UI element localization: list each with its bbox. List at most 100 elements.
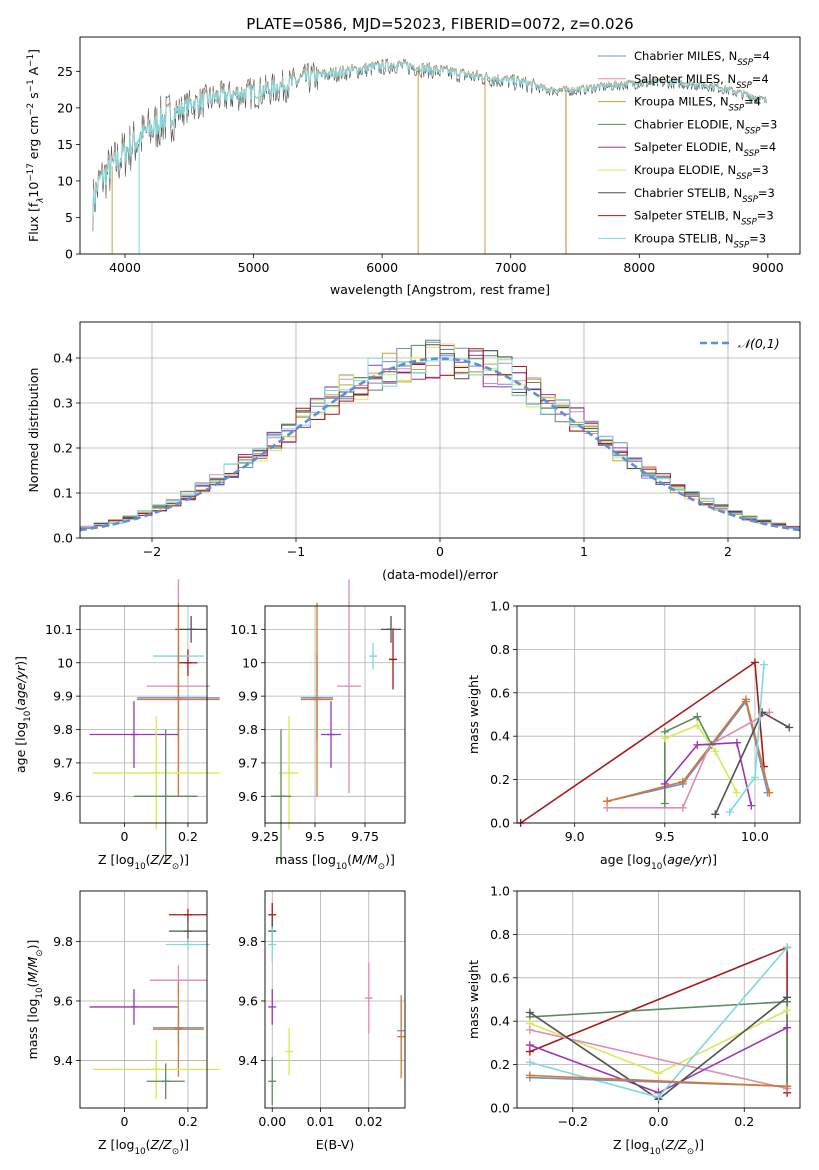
- y-tick-label: 0.0: [53, 531, 73, 546]
- x-tick-label: 10.0: [741, 829, 769, 844]
- weight-series-line: [664, 741, 753, 806]
- legend-label: Chabrier ELODIE, NSSP=3: [634, 117, 777, 136]
- histogram-step-9: [80, 357, 800, 529]
- figure-title: PLATE=0586, MJD=52023, FIBERID=0072, z=0…: [246, 15, 633, 33]
- weight-vs-metallicity-panel: −0.2 0.0 0.2 0.0 0.2 0.4 0.6 0.8 1.0 mass weight Z…: [466, 884, 801, 1157]
- weight-marker: [783, 1082, 792, 1091]
- axes-frame: [516, 605, 801, 824]
- x-tick-label: −2: [143, 544, 161, 559]
- legend-label: 𝒩(0,1): [738, 336, 780, 351]
- y-tick-label: 0.0: [490, 816, 510, 831]
- y-axis-label: Flux [fλ10−17 erg cm−2 s−1 A−1]: [26, 49, 46, 242]
- y-tick-label: 10: [57, 655, 73, 670]
- x-axis-label: (data-model)/error: [382, 567, 499, 582]
- y-tick-label: 0.2: [490, 1057, 510, 1072]
- residual-histogram-panel: −2 −1 0 1 2 0.0 0.1 0.2 0.3 0.4 (data-model)/error…: [26, 321, 801, 582]
- y-tick-label: 10: [57, 173, 73, 188]
- y-tick-label: 10.1: [230, 622, 258, 637]
- legend-label: Chabrier STELIB, NSSP=3: [634, 186, 775, 205]
- weight-marker: [603, 803, 612, 812]
- y-tick-label: 9.6: [238, 789, 258, 804]
- axes-frame: [79, 890, 208, 1109]
- x-tick-label: 0: [436, 544, 444, 559]
- x-tick-label: −0.2: [558, 1114, 588, 1129]
- weight-marker: [654, 1069, 663, 1078]
- y-tick-label: 0.4: [53, 351, 73, 366]
- axes-frame: [264, 890, 406, 1109]
- y-tick-label: 10: [242, 655, 258, 670]
- weight-marker: [732, 738, 741, 747]
- y-tick-label: 9.6: [238, 993, 258, 1008]
- y-tick-label: 9.7: [53, 755, 73, 770]
- weight-marker: [660, 799, 669, 808]
- weight-marker: [693, 740, 702, 749]
- weight-marker: [711, 747, 720, 756]
- legend-label: Salpeter ELODIE, NSSP=4: [634, 140, 776, 159]
- spectrum-model-line: [92, 60, 767, 216]
- weight-marker: [783, 1023, 792, 1032]
- y-axis-label: Normed distribution: [26, 368, 41, 493]
- weight-marker: [732, 788, 741, 797]
- x-tick-label: 6000: [366, 260, 398, 275]
- y-tick-label: 9.4: [238, 1053, 258, 1068]
- age-vs-mass-panel: 9.25 9.5 9.75 9.6 9.7 9.8 9.9 10 10.1 mass [log10…: [230, 579, 406, 872]
- age-vs-metallicity-panel: 0 0.2 9.6 9.7 9.8 9.9 10 10.1 Z [log10(Z/Z⊙)] age…: [13, 579, 220, 872]
- x-axis-label: mass [log10(M/M⊙)]: [275, 852, 395, 872]
- axes-frame: [79, 36, 801, 255]
- x-tick-label: 0.2: [734, 1114, 754, 1129]
- y-axis-label: age [log10(age/yr)]: [13, 656, 33, 773]
- axes-frame: [264, 605, 406, 824]
- weight-marker: [765, 708, 774, 717]
- weight-marker: [783, 993, 792, 1002]
- y-tick-label: 0.4: [490, 1014, 510, 1029]
- y-tick-label: 9.8: [238, 722, 258, 737]
- x-axis-label: wavelength [Angstrom, rest frame]: [330, 282, 550, 297]
- y-tick-label: 15: [57, 137, 73, 152]
- weight-marker: [759, 660, 768, 669]
- weight-marker: [725, 808, 734, 817]
- weight-marker: [785, 723, 794, 732]
- y-tick-label: 1.0: [490, 599, 510, 614]
- x-tick-label: 8000: [623, 260, 655, 275]
- y-tick-label: 0.8: [490, 642, 510, 657]
- legend-label: Kroupa ELODIE, NSSP=3: [634, 163, 769, 182]
- legend-label: Chabrier MILES, NSSP=4: [634, 49, 770, 68]
- x-axis-label: Z [log10(Z/Z⊙)]: [613, 1137, 704, 1157]
- weight-marker: [525, 1041, 534, 1050]
- weight-marker: [747, 801, 756, 810]
- x-tick-label: 9.75: [351, 829, 379, 844]
- x-tick-label: 4000: [109, 260, 141, 275]
- weight-marker: [750, 658, 759, 667]
- normal-distribution-curve: [79, 357, 801, 532]
- weight-marker: [741, 695, 750, 704]
- x-tick-label: 9000: [752, 260, 784, 275]
- y-tick-label: 0.6: [490, 685, 510, 700]
- axes-frame: [79, 605, 208, 824]
- y-tick-label: 0.2: [53, 441, 73, 456]
- weight-series-line: [607, 711, 770, 809]
- y-tick-label: 9.7: [238, 755, 258, 770]
- weight-marker: [525, 1008, 534, 1017]
- weight-series-line: [664, 715, 713, 804]
- y-tick-label: 9.9: [53, 689, 73, 704]
- x-tick-label: 0.2: [178, 829, 198, 844]
- x-axis-label: age [log10(age/yr)]: [600, 852, 717, 872]
- x-tick-label: 0.02: [355, 1114, 383, 1129]
- x-tick-label: 7000: [495, 260, 527, 275]
- weight-series-line: [529, 1074, 788, 1088]
- x-tick-label: 0.0: [649, 1114, 669, 1129]
- weight-marker: [765, 788, 774, 797]
- y-tick-label: 9.8: [53, 722, 73, 737]
- y-tick-label: 1.0: [490, 884, 510, 899]
- x-tick-label: 0.2: [178, 1114, 198, 1129]
- y-axis-label: mass weight: [466, 675, 481, 754]
- x-tick-label: −1: [287, 544, 305, 559]
- x-tick-label: 0.01: [307, 1114, 335, 1129]
- x-tick-label: 0: [120, 1114, 128, 1129]
- y-tick-label: 5: [65, 210, 73, 225]
- y-tick-label: 9.4: [53, 1053, 73, 1068]
- y-tick-label: 0.1: [53, 486, 73, 501]
- x-axis-label: E(B-V): [316, 1137, 355, 1152]
- weight-marker: [711, 810, 720, 819]
